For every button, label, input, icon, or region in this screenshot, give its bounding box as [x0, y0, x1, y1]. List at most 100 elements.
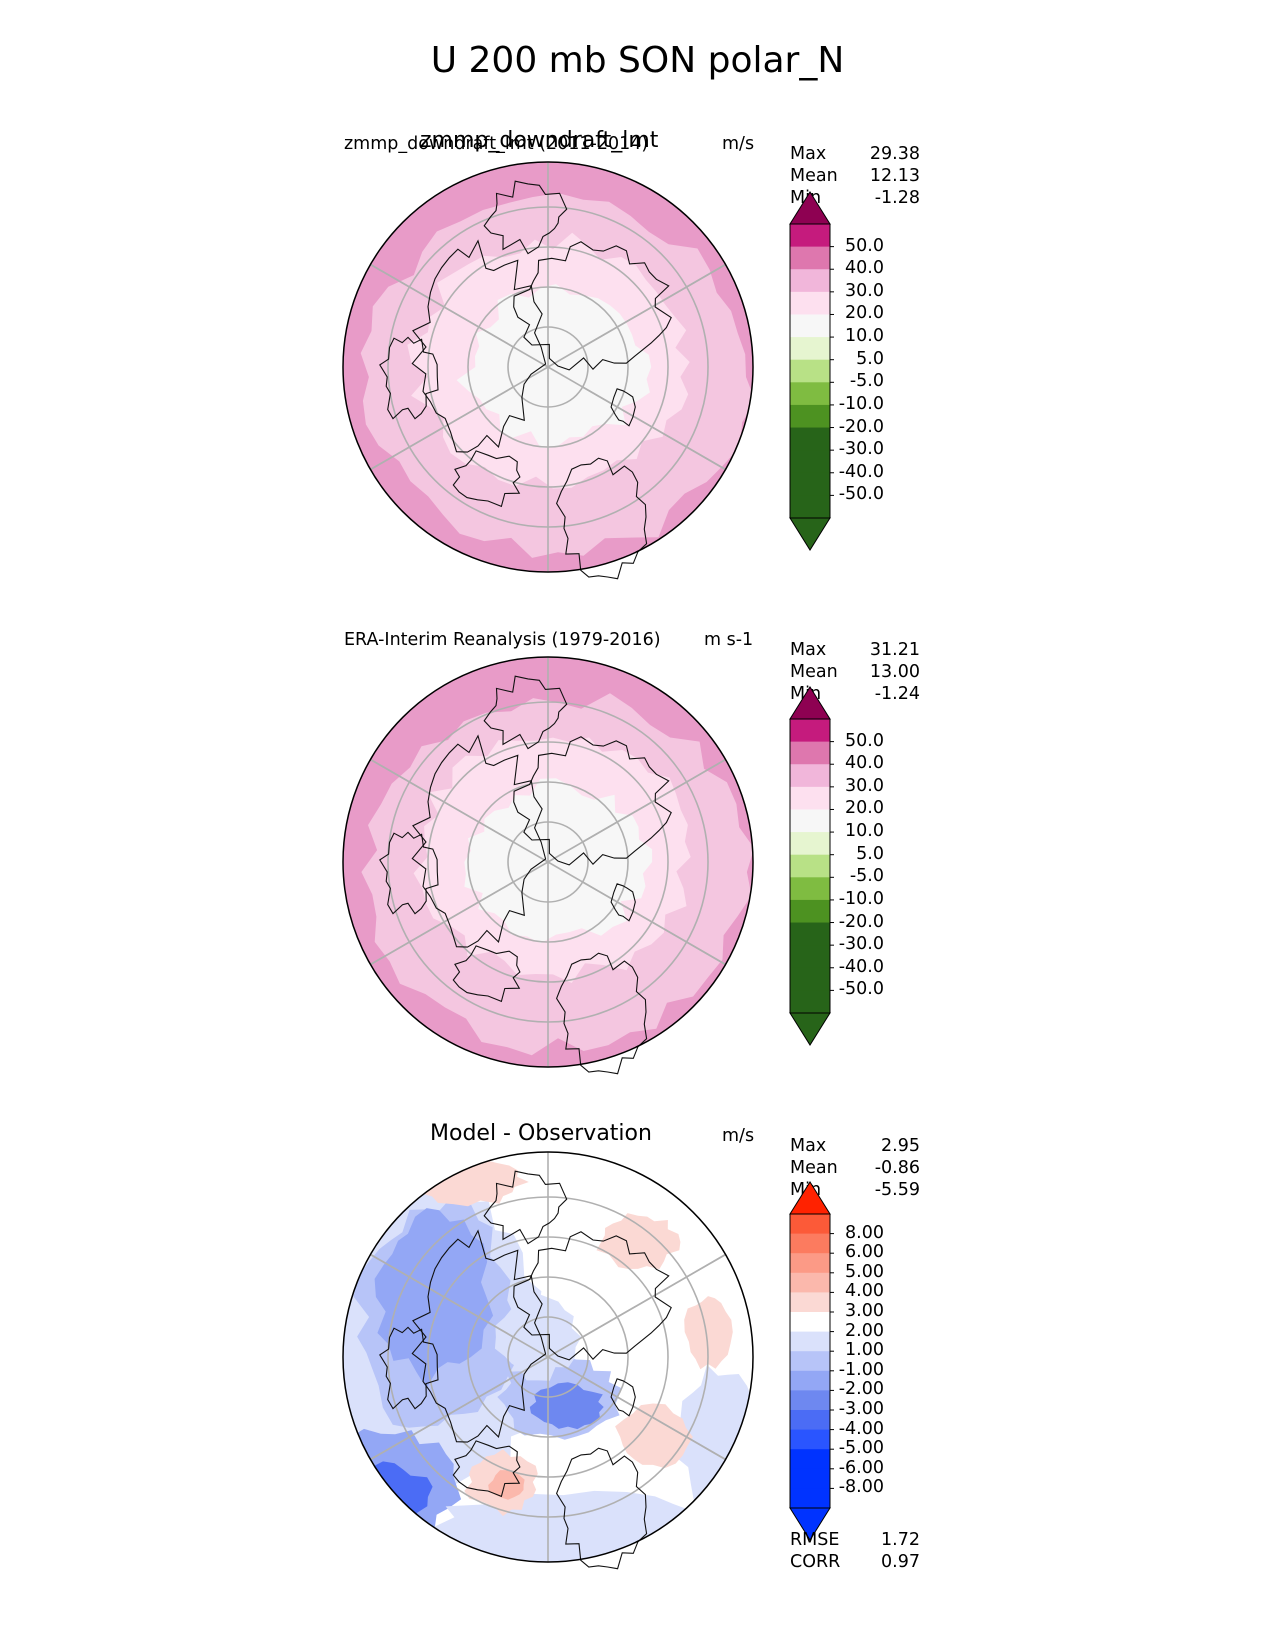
field-pos-4: [615, 1403, 693, 1469]
colorbar-tick-label: 3.00: [845, 1301, 884, 1321]
colorbar-band: [790, 1410, 830, 1431]
coastline: [610, 1378, 636, 1417]
field-neg-9: [494, 1293, 582, 1381]
panel-2-subtitle: ERA-Interim Reanalysis (1979-2016): [344, 630, 661, 650]
colorbar-tick-label: -5.00: [838, 1438, 884, 1459]
map-boundary: [342, 161, 754, 573]
coastline: [452, 1440, 521, 1498]
coastline: [513, 1231, 672, 1361]
coastline: [452, 945, 521, 1003]
coastline: [452, 450, 521, 508]
colorbar-band: [790, 427, 830, 451]
colorbar-tick-label: -30.0: [838, 439, 884, 460]
colorbar-tick-label: 40.0: [845, 753, 884, 774]
colorbar-tick-label: 5.0: [856, 348, 884, 369]
colorbar-tick-label: -50.0: [838, 484, 884, 505]
coastline: [555, 1447, 648, 1570]
coastline: [379, 831, 439, 915]
meridian-line: [370, 881, 514, 966]
colorbar-band: [790, 450, 830, 474]
meridian-line: [582, 758, 726, 843]
colorbar-band: [790, 1214, 830, 1235]
coastline: [411, 734, 547, 948]
colorbar-tick-label: -40.0: [838, 956, 884, 977]
coastline: [411, 239, 547, 453]
colorbar-tick-label: -30.0: [838, 934, 884, 955]
colorbar-band: [790, 269, 830, 293]
colorbar-tick-label: -10.0: [838, 393, 884, 414]
colorbar-tick-label: 10.0: [845, 326, 884, 347]
coastline: [411, 1229, 547, 1443]
meridian-line: [582, 1376, 726, 1461]
colorbar-tick-label: 2.00: [845, 1320, 884, 1341]
colorbar-tick-label: 4.00: [845, 1281, 884, 1302]
colorbar-tick-label: 6.00: [845, 1242, 884, 1263]
colorbar-tick-label: -1.00: [838, 1359, 884, 1380]
panel-2-units: m s-1: [704, 630, 754, 650]
colorbar-band: [790, 472, 830, 496]
colorbar-band: [790, 832, 830, 856]
colorbar-band: [790, 786, 830, 810]
coastline: [610, 388, 636, 427]
colorbar-band: [790, 809, 830, 833]
colorbar-tick-label: 50.0: [845, 730, 884, 751]
colorbar-tick-label: -5.0: [849, 371, 884, 392]
colorbar-band: [790, 1292, 830, 1313]
colorbar-band: [790, 246, 830, 270]
colorbar-band: [790, 1351, 830, 1372]
stat-mean: Mean 12.13: [790, 166, 920, 186]
colorbar-frame: [789, 1213, 831, 1509]
colorbar-tick-label: -20.0: [838, 911, 884, 932]
colorbar-band: [790, 1312, 830, 1333]
meridian-line: [582, 386, 726, 471]
meridian-line: [582, 1253, 726, 1338]
stat-max: Max 31.21: [790, 640, 920, 660]
colorbar-band: [790, 1272, 830, 1293]
map-boundary: [342, 656, 754, 1068]
colorbar-band: [790, 945, 830, 969]
colorbar-extend-max: [789, 1181, 831, 1215]
meridian-line: [582, 881, 726, 966]
difference-field: [343, 1152, 753, 1562]
field-pos-2: [596, 1213, 681, 1270]
colorbar-tick-label: -40.0: [838, 461, 884, 482]
colorbar-tick-label: -20.0: [838, 416, 884, 437]
colorbar-band: [790, 1449, 830, 1470]
colorbar-band: [790, 224, 830, 248]
colorbar-band: [790, 990, 830, 1014]
panel-1-units: m/s: [722, 134, 755, 154]
colorbar-band: [790, 922, 830, 946]
stat-max: Max 29.38: [790, 144, 920, 164]
colorbar-band: [790, 314, 830, 338]
colorbar-tick-label: -5.0: [849, 866, 884, 887]
coastline: [513, 241, 672, 371]
panel-1-subtitle: zmmp_downdraft_lmt (2011-2014): [344, 134, 649, 154]
stat-max: Max 2.95: [790, 1136, 920, 1156]
colorbar-band: [790, 741, 830, 765]
colorbar-band: [790, 764, 830, 788]
meridian-line: [370, 1376, 514, 1461]
stat-corr: CORR 0.97: [790, 1552, 920, 1572]
coastline: [483, 675, 568, 750]
map-boundary: [342, 1151, 754, 1563]
colorbar-band: [790, 899, 830, 924]
wind-field: [343, 657, 753, 1067]
colorbar-band: [790, 719, 830, 743]
colorbar-tick-label: -2.00: [838, 1379, 884, 1400]
colorbar-tick-label: 10.0: [845, 821, 884, 842]
colorbar-band: [790, 382, 830, 406]
colorbar-band: [790, 1488, 830, 1509]
stat-mean: Mean 13.00: [790, 662, 920, 682]
colorbar-band: [790, 1390, 830, 1411]
meridian-line: [582, 263, 726, 348]
colorbar-tick-label: 40.0: [845, 258, 884, 279]
panel-3-units: m/s: [722, 1126, 755, 1146]
colorbar-band: [790, 291, 830, 315]
colorbar-tick-label: -10.0: [838, 888, 884, 909]
